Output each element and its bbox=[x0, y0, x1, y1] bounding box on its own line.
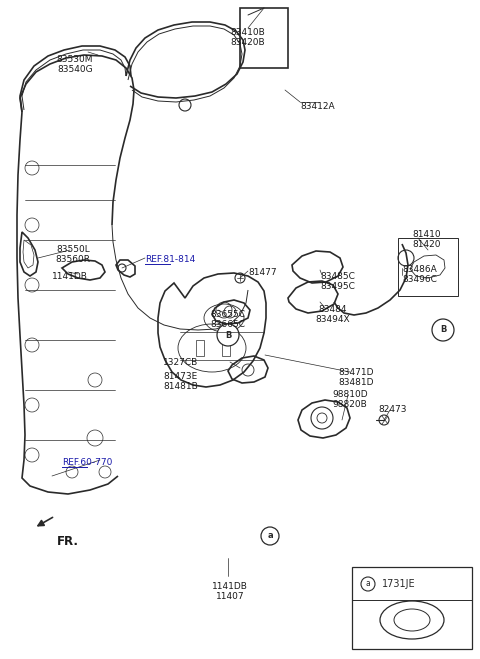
Text: 81477: 81477 bbox=[248, 268, 276, 277]
Bar bbox=[352, 567, 472, 649]
Text: 98810D
98820B: 98810D 98820B bbox=[332, 390, 368, 409]
Text: 83485C
83495C: 83485C 83495C bbox=[320, 272, 355, 291]
Text: 1141DB
11407: 1141DB 11407 bbox=[212, 582, 248, 602]
Text: REF.81-814: REF.81-814 bbox=[145, 255, 195, 264]
Text: REF.60-770: REF.60-770 bbox=[62, 458, 112, 467]
Text: 82473: 82473 bbox=[378, 405, 407, 414]
Bar bbox=[398, 238, 458, 296]
Text: 81410
81420: 81410 81420 bbox=[412, 230, 441, 249]
Text: 83655C
83665C: 83655C 83665C bbox=[210, 310, 245, 330]
Bar bbox=[222, 340, 230, 356]
Text: 83550L
83560R: 83550L 83560R bbox=[56, 245, 91, 264]
Text: 83484
83494X: 83484 83494X bbox=[315, 305, 349, 324]
Circle shape bbox=[217, 324, 239, 346]
Text: B: B bbox=[440, 326, 446, 335]
Text: 1141DB: 1141DB bbox=[52, 272, 88, 281]
Text: 83410B
83420B: 83410B 83420B bbox=[230, 28, 265, 47]
Circle shape bbox=[261, 527, 279, 545]
Bar bbox=[196, 340, 204, 356]
Text: a: a bbox=[366, 579, 371, 588]
Text: B: B bbox=[225, 331, 231, 339]
Text: 83486A
83496C: 83486A 83496C bbox=[402, 265, 437, 285]
Text: FR.: FR. bbox=[57, 535, 79, 548]
Text: 1327CB: 1327CB bbox=[163, 358, 198, 367]
Text: 81473E
81481B: 81473E 81481B bbox=[163, 372, 198, 391]
Text: 83530M
83540G: 83530M 83540G bbox=[57, 55, 93, 74]
Circle shape bbox=[432, 319, 454, 341]
Text: 83412A: 83412A bbox=[300, 102, 335, 111]
Text: 83471D
83481D: 83471D 83481D bbox=[338, 368, 373, 387]
Text: a: a bbox=[267, 532, 273, 540]
Text: 1731JE: 1731JE bbox=[382, 579, 416, 589]
